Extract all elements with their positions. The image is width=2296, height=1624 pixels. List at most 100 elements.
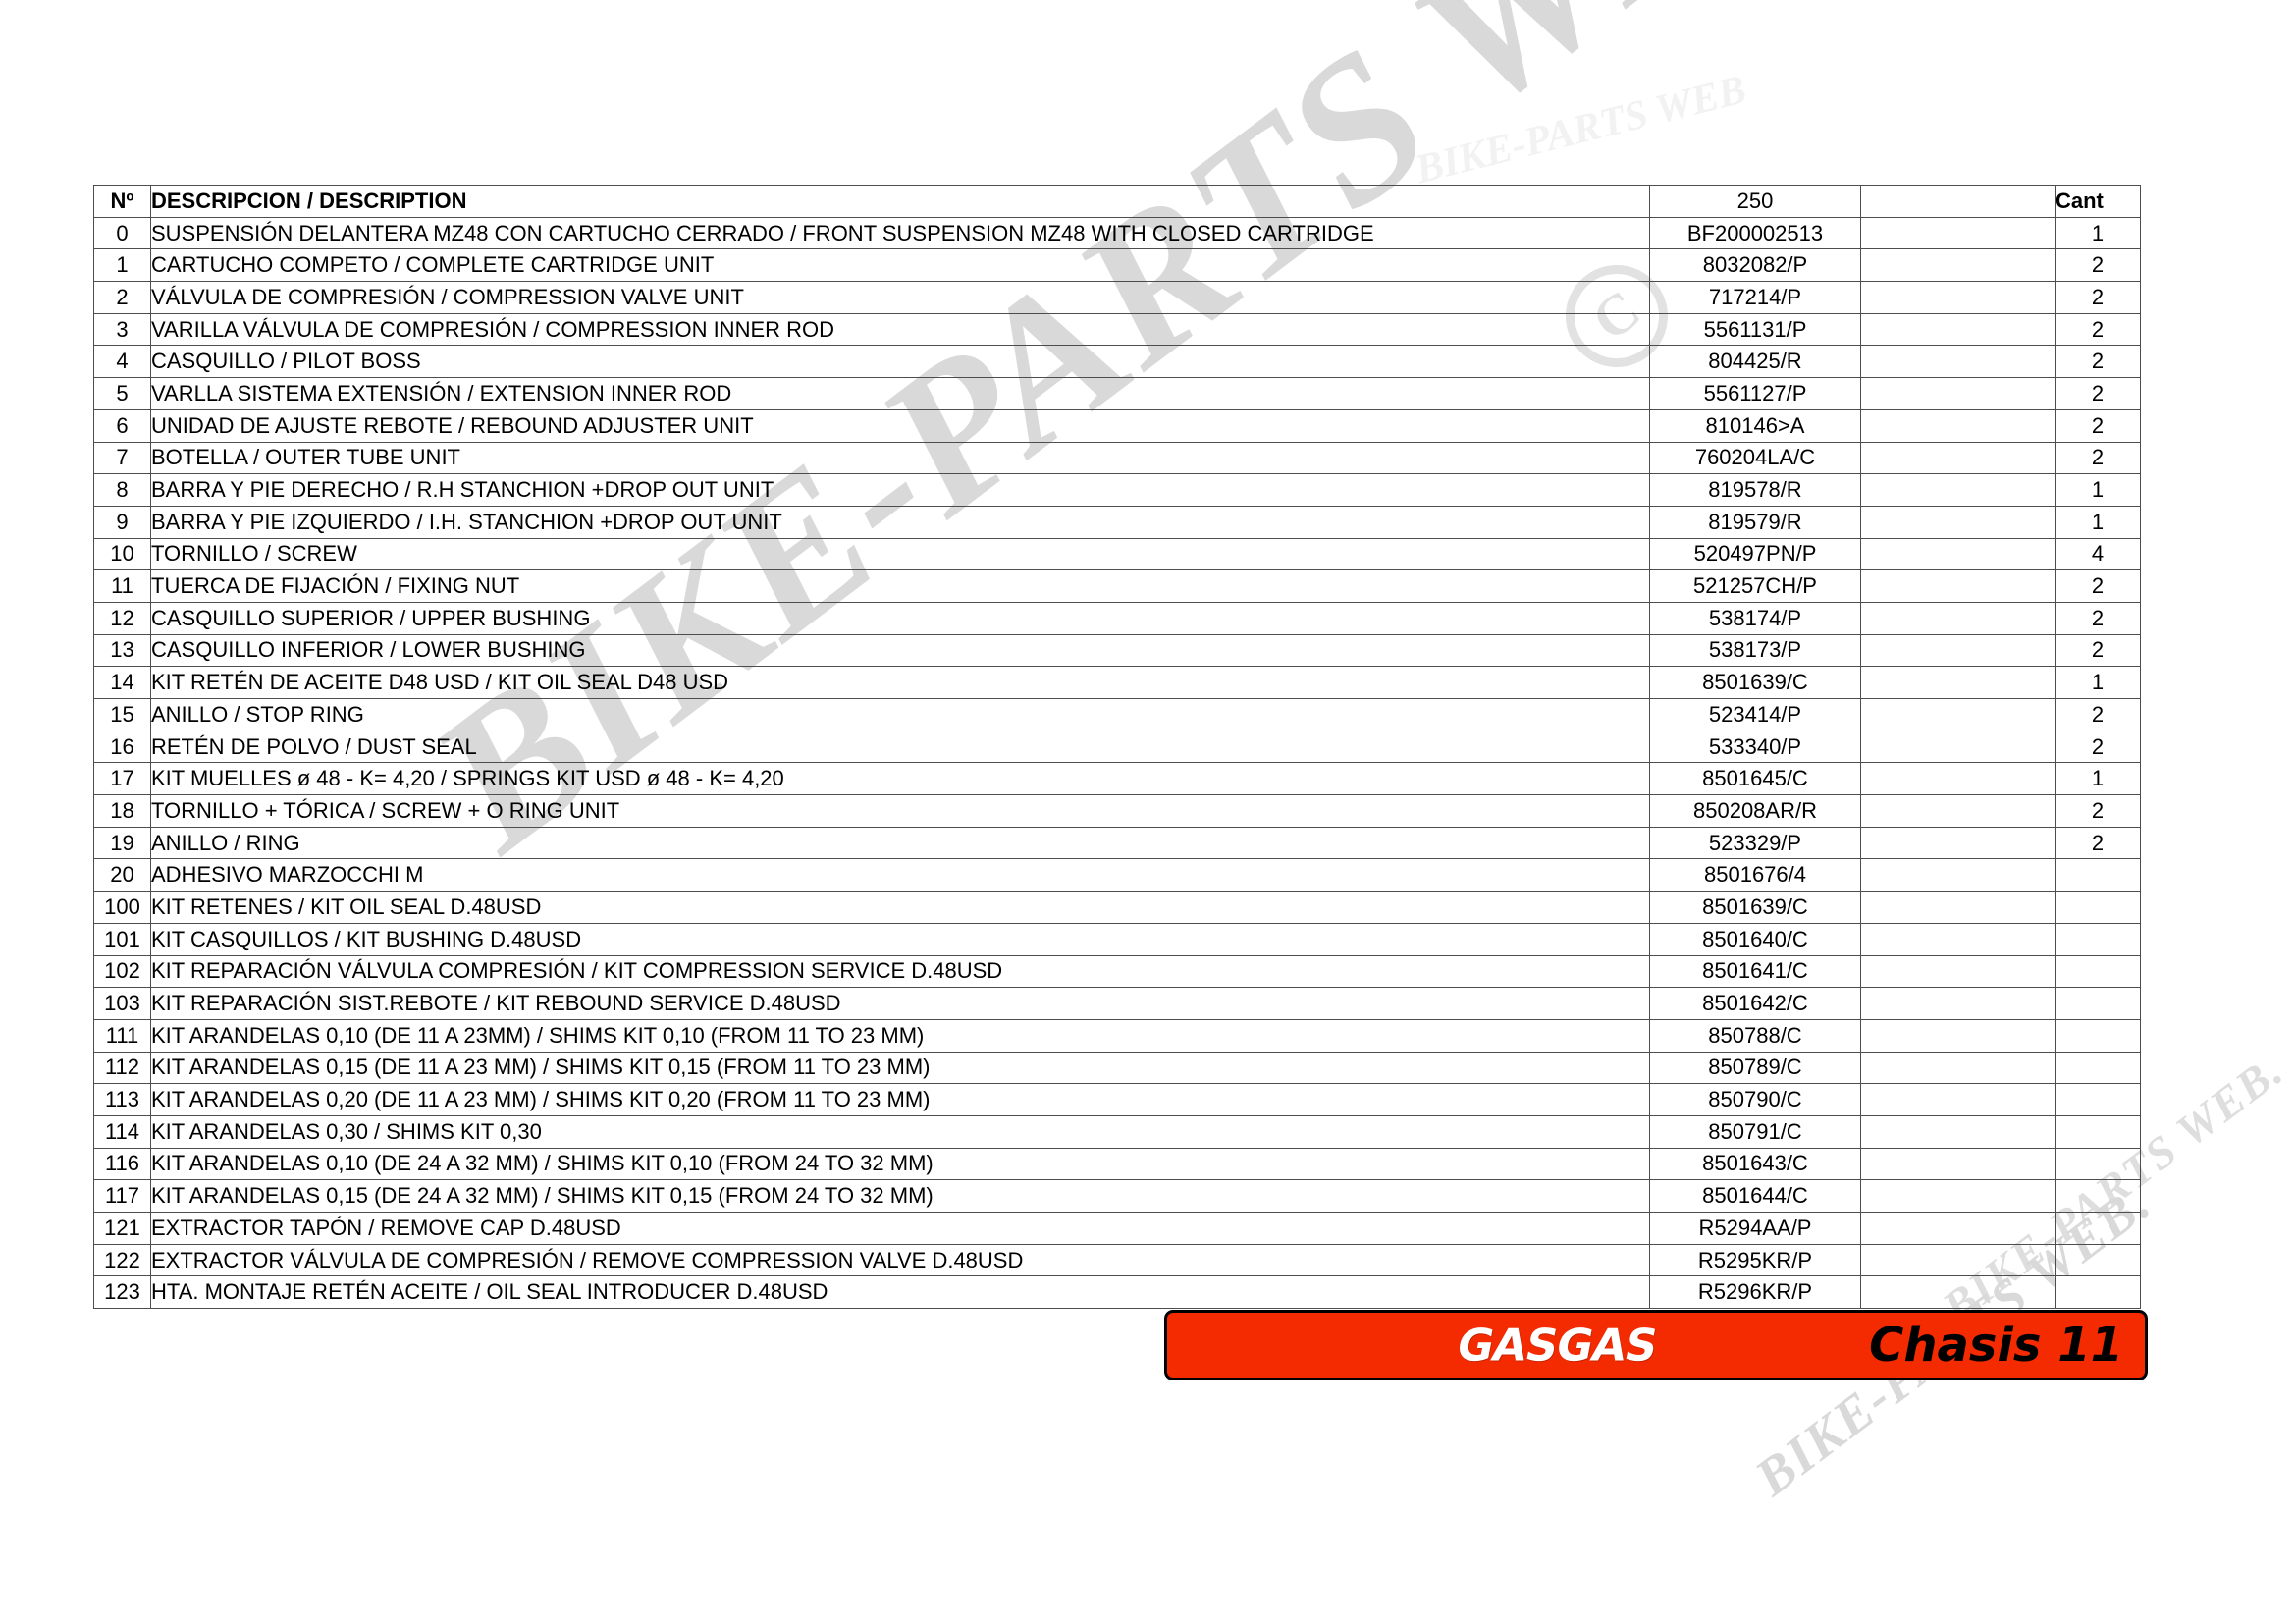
cell-description: KIT CASQUILLOS / KIT BUSHING D.48USD: [150, 922, 1650, 956]
cell-description: CASQUILLO SUPERIOR / UPPER BUSHING: [150, 601, 1650, 635]
table-row: 7 BOTELLA / OUTER TUBE UNIT 760204LA/C 2: [93, 441, 2141, 475]
table-row: 102 KIT REPARACIÓN VÁLVULA COMPRESIÓN / K…: [93, 954, 2141, 989]
cell-blank: [1860, 377, 2056, 410]
cell-number: 1: [93, 248, 151, 283]
cell-part-number: 850788/C: [1649, 1018, 1861, 1053]
table-row: 0 SUSPENSIÓN DELANTERA MZ48 CON CARTUCHO …: [93, 216, 2141, 250]
column-header-part-number: 250: [1649, 185, 1861, 218]
table-row: 121 EXTRACTOR TAPÓN / REMOVE CAP D.48USD R…: [93, 1212, 2141, 1245]
cell-number: 121: [93, 1212, 151, 1245]
cell-description: KIT REPARACIÓN VÁLVULA COMPRESIÓN / KIT …: [150, 954, 1650, 989]
table-row: 1 CARTUCHO COMPETO / COMPLETE CARTRIDGE U…: [93, 248, 2141, 283]
cell-blank: [1860, 1179, 2056, 1213]
cell-blank: [1860, 666, 2056, 699]
cell-number: 122: [93, 1243, 151, 1277]
cell-number: 7: [93, 441, 151, 475]
cell-blank: [1860, 216, 2056, 250]
cell-number: 101: [93, 922, 151, 956]
cell-description: KIT ARANDELAS 0,30 / SHIMS KIT 0,30: [150, 1114, 1650, 1149]
cell-blank: [1860, 1212, 2056, 1245]
table-row: 4 CASQUILLO / PILOT BOSS 804425/R 2: [93, 345, 2141, 379]
cell-number: 8: [93, 473, 151, 507]
table-row: 112 KIT ARANDELAS 0,15 (DE 11 A 23 MM) / …: [93, 1051, 2141, 1085]
cell-number: 112: [93, 1051, 151, 1085]
table-row: 18 TORNILLO + TÓRICA / SCREW + O RING UNI…: [93, 794, 2141, 828]
cell-part-number: 850791/C: [1649, 1114, 1861, 1149]
table-row: 3 VARILLA VÁLVULA DE COMPRESIÓN / COMPRES…: [93, 312, 2141, 347]
cell-blank: [1860, 1051, 2056, 1085]
cell-part-number: 520497PN/P: [1649, 537, 1861, 571]
cell-number: 19: [93, 826, 151, 860]
cell-number: 113: [93, 1083, 151, 1116]
cell-description: VARLLA SISTEMA EXTENSIÓN / EXTENSION INN…: [150, 377, 1650, 410]
cell-description: ANILLO / RING: [150, 826, 1650, 860]
table-row: 11 TUERCA DE FIJACIÓN / FIXING NUT 521257C…: [93, 569, 2141, 603]
cell-part-number: BF200002513: [1649, 216, 1861, 250]
cell-blank: [1860, 1018, 2056, 1053]
cell-part-number: 804425/R: [1649, 345, 1861, 379]
table-row: 116 KIT ARANDELAS 0,10 (DE 24 A 32 MM) / …: [93, 1147, 2141, 1181]
cell-description: UNIDAD DE AJUSTE REBOTE / REBOUND ADJUST…: [150, 408, 1650, 443]
cell-part-number: 523414/P: [1649, 698, 1861, 731]
cell-number: 14: [93, 666, 151, 699]
cell-part-number: 8501639/C: [1649, 666, 1861, 699]
cell-number: 10: [93, 537, 151, 571]
cell-description: BOTELLA / OUTER TUBE UNIT: [150, 441, 1650, 475]
cell-quantity: [2055, 1212, 2141, 1245]
cell-part-number: R5296KR/P: [1649, 1275, 1861, 1310]
cell-quantity: [2055, 1083, 2141, 1116]
cell-quantity: [2055, 922, 2141, 956]
table-row: 12 CASQUILLO SUPERIOR / UPPER BUSHING 5381…: [93, 601, 2141, 635]
cell-blank: [1860, 1147, 2056, 1181]
cell-blank: [1860, 954, 2056, 989]
cell-quantity: 2: [2055, 698, 2141, 731]
cell-part-number: R5294AA/P: [1649, 1212, 1861, 1245]
cell-blank: [1860, 698, 2056, 731]
table-row: 20 ADHESIVO MARZOCCHI M 8501676/4: [93, 858, 2141, 893]
cell-number: 116: [93, 1147, 151, 1181]
cell-blank: [1860, 345, 2056, 379]
cell-blank: [1860, 505, 2056, 539]
cell-quantity: 2: [2055, 794, 2141, 828]
table-row: 17 KIT MUELLES ø 48 - K= 4,20 / SPRINGS K…: [93, 762, 2141, 796]
cell-quantity: 1: [2055, 473, 2141, 507]
cell-quantity: [2055, 1051, 2141, 1085]
table-row: 10 TORNILLO / SCREW 520497PN/P 4: [93, 537, 2141, 571]
cell-quantity: 2: [2055, 408, 2141, 443]
table-row: 16 RETÉN DE POLVO / DUST SEAL 533340/P 2: [93, 730, 2141, 764]
cell-part-number: 5561131/P: [1649, 312, 1861, 347]
cell-description: KIT RETENES / KIT OIL SEAL D.48USD: [150, 891, 1650, 924]
cell-blank: [1860, 858, 2056, 893]
cell-quantity: 1: [2055, 216, 2141, 250]
table-row: 15 ANILLO / STOP RING 523414/P 2: [93, 698, 2141, 731]
cell-quantity: 2: [2055, 312, 2141, 347]
column-header-description: DESCRIPCION / DESCRIPTION: [150, 185, 1650, 218]
table-row: 2 VÁLVULA DE COMPRESIÓN / COMPRESSION VAL…: [93, 281, 2141, 314]
cell-quantity: [2055, 858, 2141, 893]
cell-part-number: 523329/P: [1649, 826, 1861, 860]
cell-part-number: 5561127/P: [1649, 377, 1861, 410]
table-header: Nº DESCRIPCION / DESCRIPTION 250 Cant: [93, 185, 2141, 218]
cell-description: EXTRACTOR VÁLVULA DE COMPRESIÓN / REMOVE…: [150, 1243, 1650, 1277]
cell-quantity: [2055, 1179, 2141, 1213]
table-row: 8 BARRA Y PIE DERECHO / R.H STANCHION +DR…: [93, 473, 2141, 507]
cell-quantity: 2: [2055, 633, 2141, 668]
cell-quantity: [2055, 1114, 2141, 1149]
cell-blank: [1860, 537, 2056, 571]
table-row: 122 EXTRACTOR VÁLVULA DE COMPRESIÓN / REM…: [93, 1243, 2141, 1277]
cell-part-number: 538174/P: [1649, 601, 1861, 635]
cell-part-number: 8032082/P: [1649, 248, 1861, 283]
cell-number: 100: [93, 891, 151, 924]
cell-description: HTA. MONTAJE RETÉN ACEITE / OIL SEAL INT…: [150, 1275, 1650, 1310]
table-row: 13 CASQUILLO INFERIOR / LOWER BUSHING 5381…: [93, 633, 2141, 668]
watermark-top: BIKE-PARTS WEB: [1411, 67, 1751, 193]
cell-description: CASQUILLO INFERIOR / LOWER BUSHING: [150, 633, 1650, 668]
cell-blank: [1860, 1243, 2056, 1277]
table-row: 101 KIT CASQUILLOS / KIT BUSHING D.48USD 8…: [93, 922, 2141, 956]
cell-quantity: 2: [2055, 345, 2141, 379]
table-row: 117 KIT ARANDELAS 0,15 (DE 24 A 32 MM) / …: [93, 1179, 2141, 1213]
cell-blank: [1860, 441, 2056, 475]
column-header-number: Nº: [93, 185, 151, 218]
table-row: 19 ANILLO / RING 523329/P 2: [93, 826, 2141, 860]
